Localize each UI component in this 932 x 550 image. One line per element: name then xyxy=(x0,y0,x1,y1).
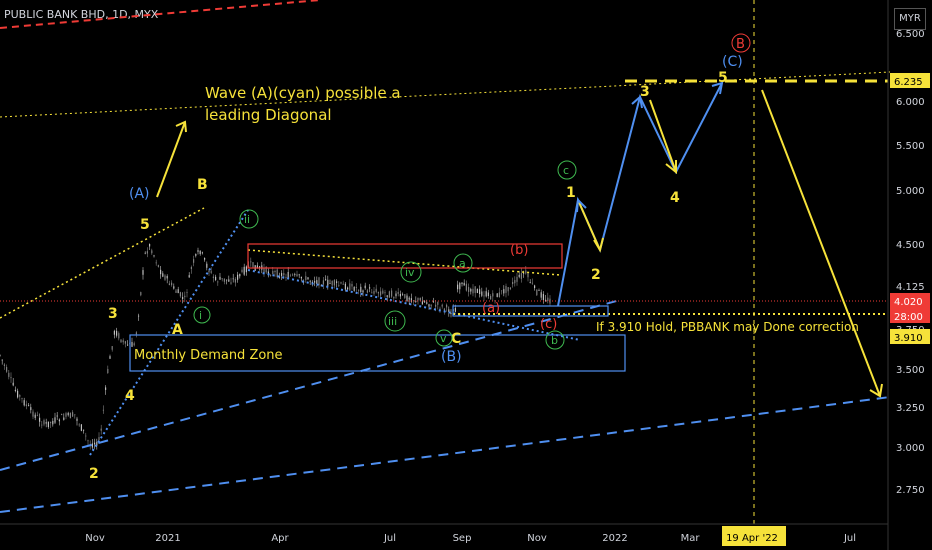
x-tick-label: 2022 xyxy=(602,533,627,544)
diagonal-upper-line xyxy=(0,207,205,319)
bearish-projection-path xyxy=(761,89,881,397)
wave-label-A: A xyxy=(172,322,183,338)
wave-4-drop xyxy=(649,99,677,173)
cyan-label-A: (A) xyxy=(129,186,150,202)
y-tick-label: 3.000 xyxy=(896,443,925,454)
cyan-label-B: (B) xyxy=(441,349,462,365)
price-labels: 6.235 4.020 28:00 3.910 xyxy=(890,73,930,344)
upper-red-trendline xyxy=(0,0,321,29)
green-label-c: c xyxy=(563,164,569,177)
cyan-label-C: (C) xyxy=(722,54,743,70)
wave-note-line2: leading Diagonal xyxy=(205,106,332,124)
x-tick-label: Jul xyxy=(843,533,856,544)
wave-label-5: 5 xyxy=(140,217,150,233)
wave-2-drop xyxy=(577,199,601,251)
y-tick-label: 4.500 xyxy=(896,240,925,251)
y-tick-label: 3.500 xyxy=(896,365,925,376)
red-label-b: (b) xyxy=(510,243,528,258)
wave-label-B: B xyxy=(197,177,208,193)
x-tick-label: Mar xyxy=(681,533,701,544)
channel-upper-line xyxy=(247,249,561,276)
red-label-c: (c) xyxy=(540,317,557,332)
arrowheads xyxy=(175,81,883,398)
wave-note-line1: Wave (A)(cyan) possible a xyxy=(205,84,401,102)
proj-label-5: 5 xyxy=(718,70,728,86)
y-tick-label: 6.500 xyxy=(896,29,925,40)
y-tick-label: 5.000 xyxy=(896,186,925,197)
wave-labels-green: i ii iii iv v a b c xyxy=(193,160,577,350)
y-tick-label: 4.125 xyxy=(896,282,925,293)
proj-label-1: 1 xyxy=(566,185,576,201)
wave-label-4: 4 xyxy=(125,388,135,404)
green-label-a: a xyxy=(459,257,466,270)
y-tick-label: 3.250 xyxy=(896,403,925,414)
bullish-projection-path xyxy=(557,82,723,307)
price-label: 6.235 xyxy=(894,77,923,88)
lower-dashed-support xyxy=(0,396,891,513)
proj-label-2: 2 xyxy=(591,267,601,283)
x-tick-label: Sep xyxy=(453,533,472,544)
mid-dashed-support xyxy=(0,299,621,471)
red-resistance-box xyxy=(247,243,563,269)
price-label: 28:00 xyxy=(894,312,923,323)
wave-labels-red: (a) (b) (c) B xyxy=(482,33,751,332)
red-label-a: (a) xyxy=(482,301,500,316)
y-tick-label: 5.500 xyxy=(896,141,925,152)
x-tick-label: Nov xyxy=(85,533,105,544)
x-tick-label: Apr xyxy=(271,533,289,544)
price-label: 3.910 xyxy=(894,333,923,344)
price-label: 4.020 xyxy=(894,297,923,308)
green-label-iii: iii xyxy=(388,315,397,328)
y-axis: 6.5006.0005.5005.0004.5004.1253.7503.500… xyxy=(896,29,925,496)
x-axis: Nov 2021 Apr Jul Sep Nov 2022 Mar 19 Apr '22 Jul xyxy=(85,526,856,546)
currency-button[interactable]: MYR xyxy=(894,8,926,30)
wave-label-3: 3 xyxy=(108,306,118,322)
green-label-i: i xyxy=(199,309,202,322)
wave-labels-cyan: (A) (B) (C) xyxy=(129,54,743,365)
green-label-v: v xyxy=(440,332,447,345)
proj-label-4: 4 xyxy=(670,190,680,206)
y-tick-label: 6.000 xyxy=(896,97,925,108)
green-label-iv: iv xyxy=(405,266,415,279)
monthly-demand-zone xyxy=(129,334,626,372)
x-tick-label: Jul xyxy=(383,533,396,544)
wave-label-C: C xyxy=(451,331,461,347)
wave-labels-yellow: 2 3 4 5 A B C 1 2 3 4 5 xyxy=(89,70,728,482)
channel-lower-line xyxy=(247,269,581,341)
wave-note-arrow xyxy=(156,121,186,198)
top-dotted-trendline xyxy=(0,71,891,118)
red-label-B: B xyxy=(736,37,745,52)
demand-zone-label: Monthly Demand Zone xyxy=(134,348,283,363)
wave-label-2: 2 xyxy=(89,466,99,482)
candlestick-series xyxy=(0,243,551,450)
x-tick-label: Nov xyxy=(527,533,547,544)
diagonal-lower-line xyxy=(89,209,249,456)
x-tick-label: 19 Apr '22 xyxy=(726,533,778,544)
x-tick-label: 2021 xyxy=(155,533,180,544)
hold-note: If 3.910 Hold, PBBANK may Done correctio… xyxy=(596,320,859,334)
proj-label-3: 3 xyxy=(640,84,650,100)
y-tick-label: 2.750 xyxy=(896,485,925,496)
green-label-b: b xyxy=(551,334,558,347)
small-support-box xyxy=(452,305,609,317)
green-label-ii: ii xyxy=(244,213,250,226)
